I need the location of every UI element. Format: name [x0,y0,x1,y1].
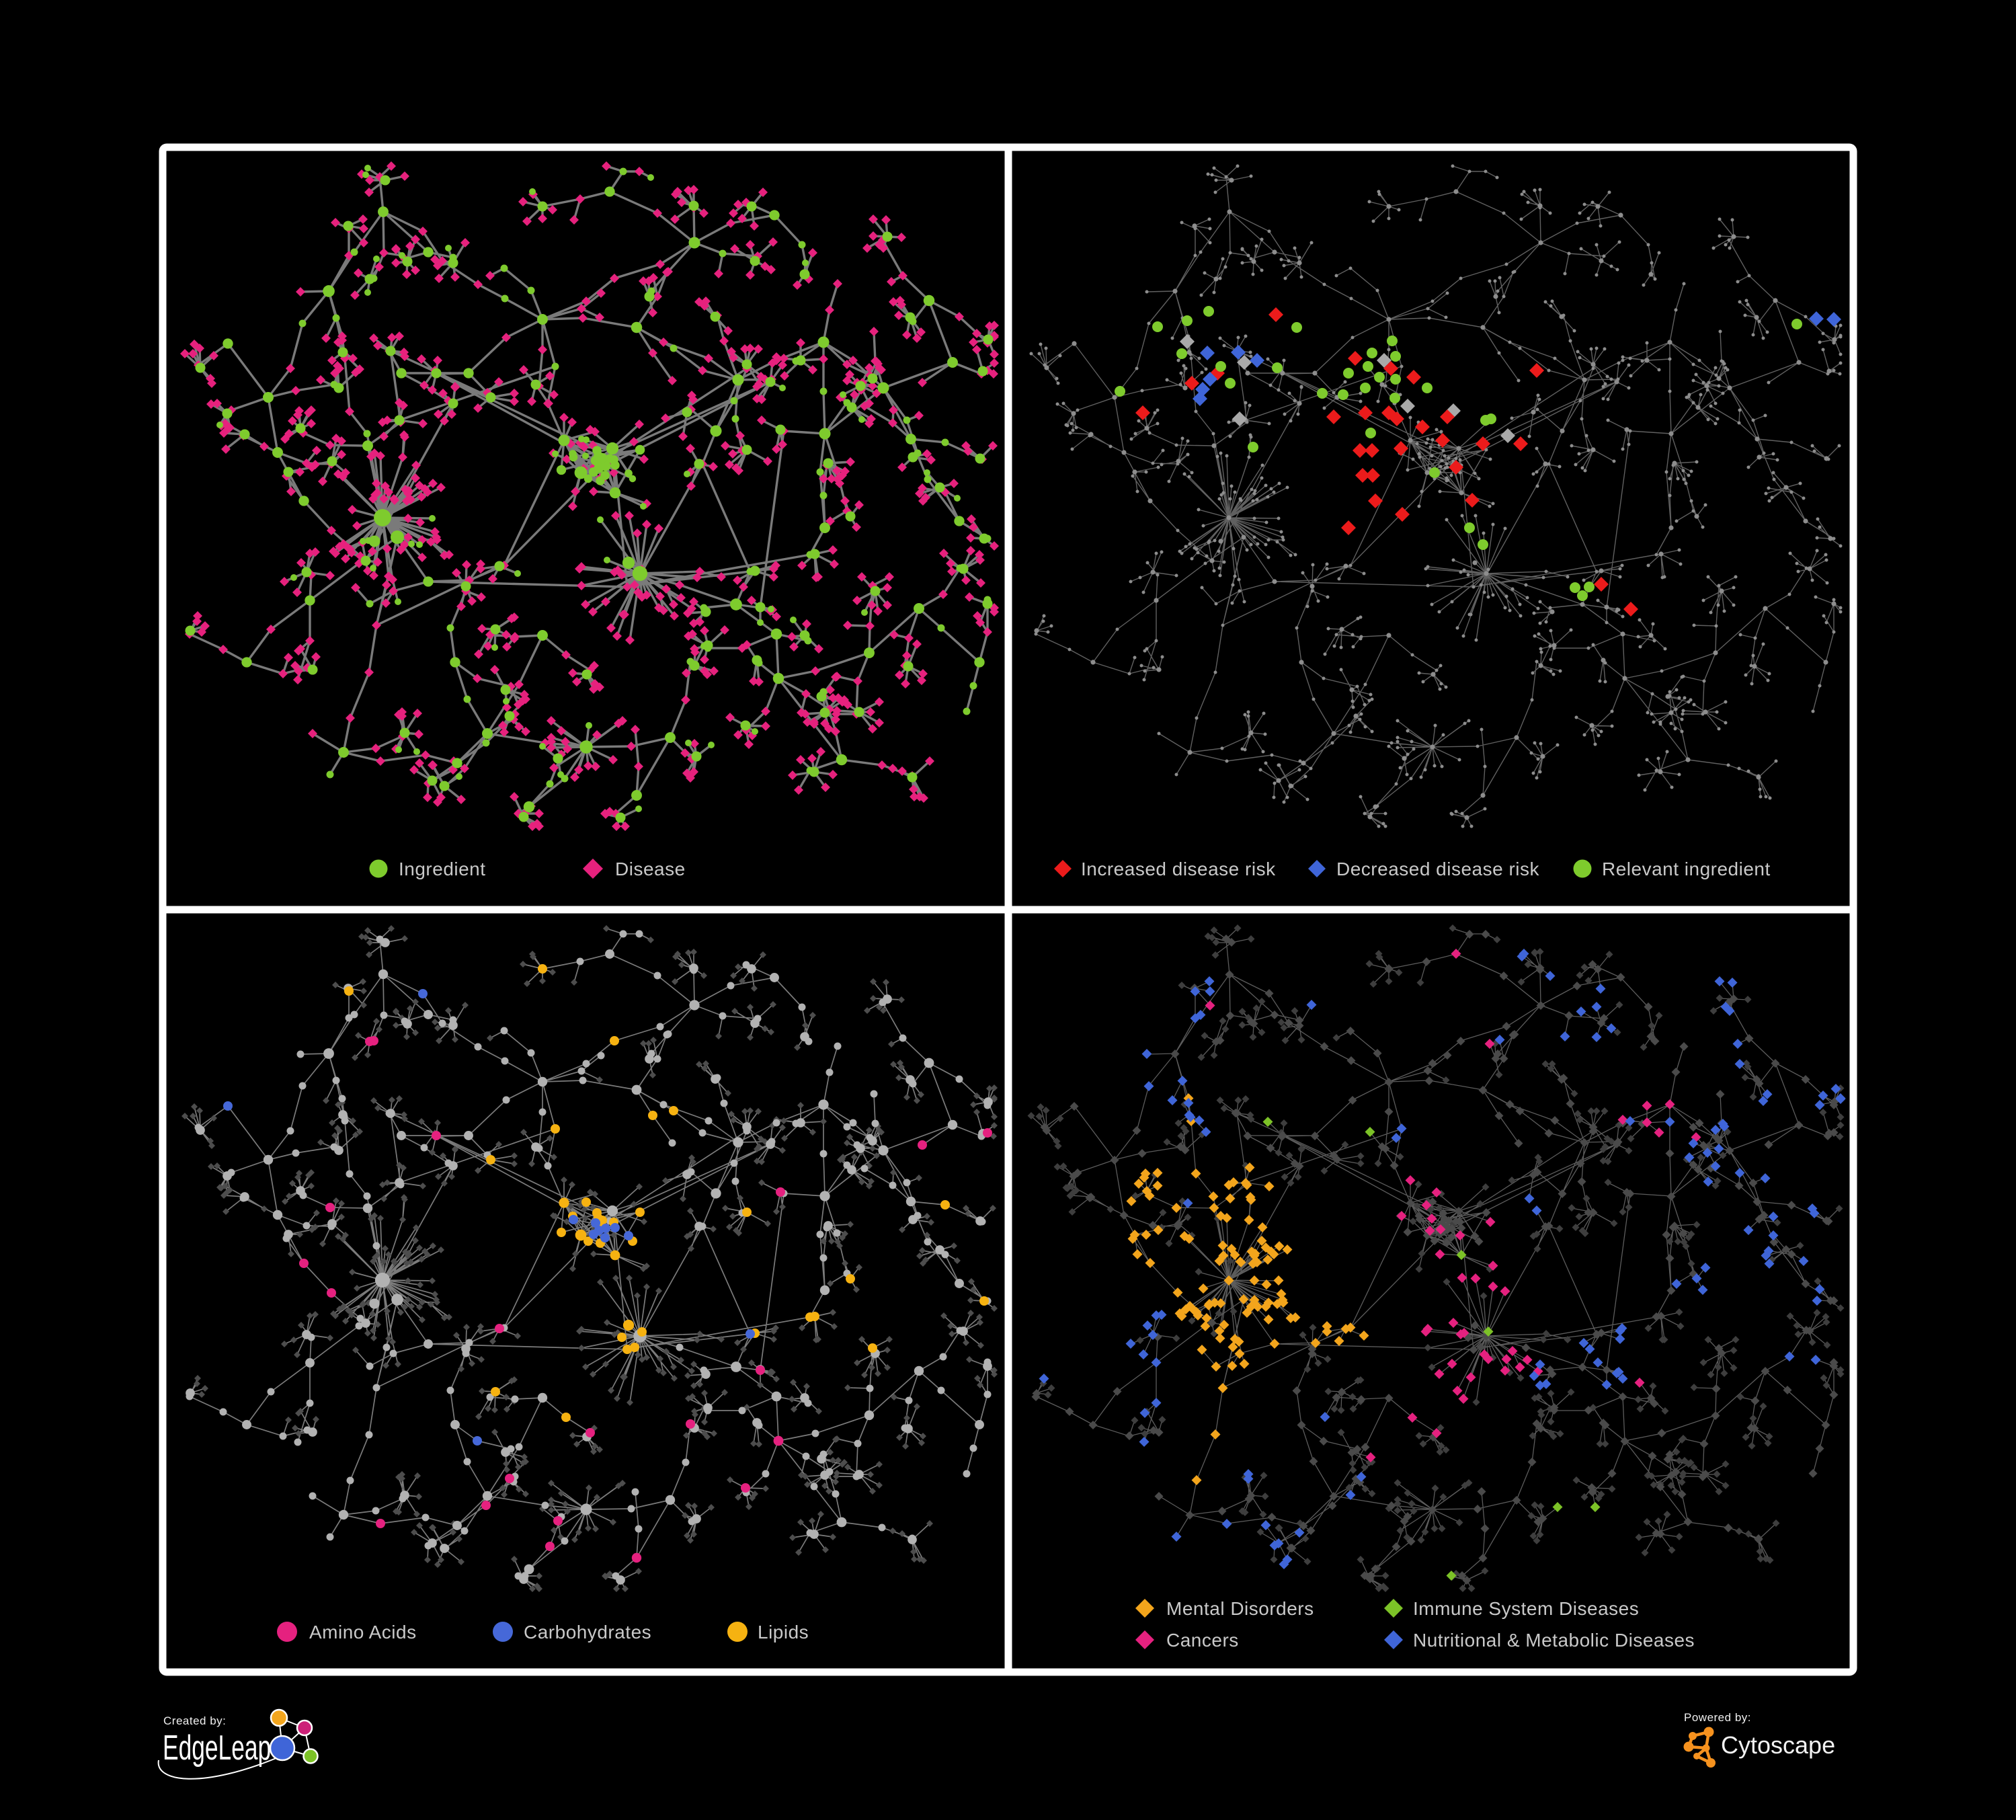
svg-text:Created by:: Created by: [163,1714,226,1727]
svg-text:EdgeLeap: EdgeLeap [163,1729,271,1767]
svg-text:Lipids: Lipids [758,1622,809,1643]
svg-text:Immune System Diseases: Immune System Diseases [1413,1598,1639,1619]
svg-text:Nutritional & Metabolic Diseas: Nutritional & Metabolic Diseases [1413,1630,1695,1651]
svg-text:Powered by:: Powered by: [1684,1711,1751,1724]
svg-text:Cytoscape: Cytoscape [1721,1731,1835,1759]
svg-text:Disease: Disease [615,859,686,879]
svg-text:Relevant ingredient: Relevant ingredient [1602,859,1771,879]
svg-text:Amino Acids: Amino Acids [309,1622,417,1643]
svg-text:Increased disease risk: Increased disease risk [1081,859,1276,879]
svg-text:Cancers: Cancers [1166,1630,1239,1651]
svg-text:Decreased disease risk: Decreased disease risk [1336,859,1540,879]
svg-text:Carbohydrates: Carbohydrates [524,1622,651,1643]
svg-text:Ingredient: Ingredient [399,859,486,879]
svg-text:Mental Disorders: Mental Disorders [1166,1598,1314,1619]
